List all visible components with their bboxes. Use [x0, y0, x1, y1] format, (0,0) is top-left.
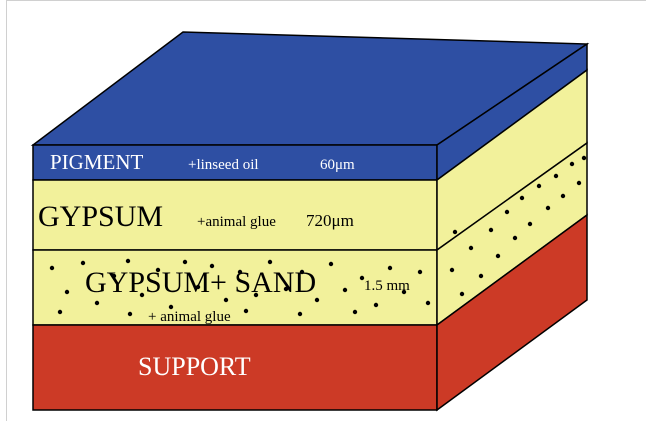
sand-dots-front	[49, 258, 431, 317]
gypsum-sand-binder-label: + animal glue	[148, 309, 231, 325]
front-pigment-layer	[32, 144, 438, 181]
pigment-name-label: PIGMENT	[50, 150, 144, 174]
frame-border-top	[6, 0, 646, 1]
gypsum-name-label: GYPSUM	[38, 200, 163, 233]
side-support-layer	[436, 213, 588, 412]
support-name-label: SUPPORT	[138, 352, 251, 381]
frame-border-left	[6, 0, 7, 421]
front-gypsum-sand-layer	[32, 249, 438, 326]
gypsum-sand-name-label: GYPSUM+ SAND	[85, 266, 316, 299]
gypsum-binder-label: +animal glue	[197, 214, 276, 230]
pigment-binder-label: +linseed oil	[188, 157, 259, 173]
sand-dots-side	[449, 155, 587, 297]
gypsum-sand-thickness-label: 1.5 mm	[364, 278, 410, 294]
front-support-layer	[32, 324, 438, 411]
pigment-thickness-label: 60μm	[320, 157, 355, 173]
gypsum-thickness-label: 720μm	[306, 211, 354, 230]
